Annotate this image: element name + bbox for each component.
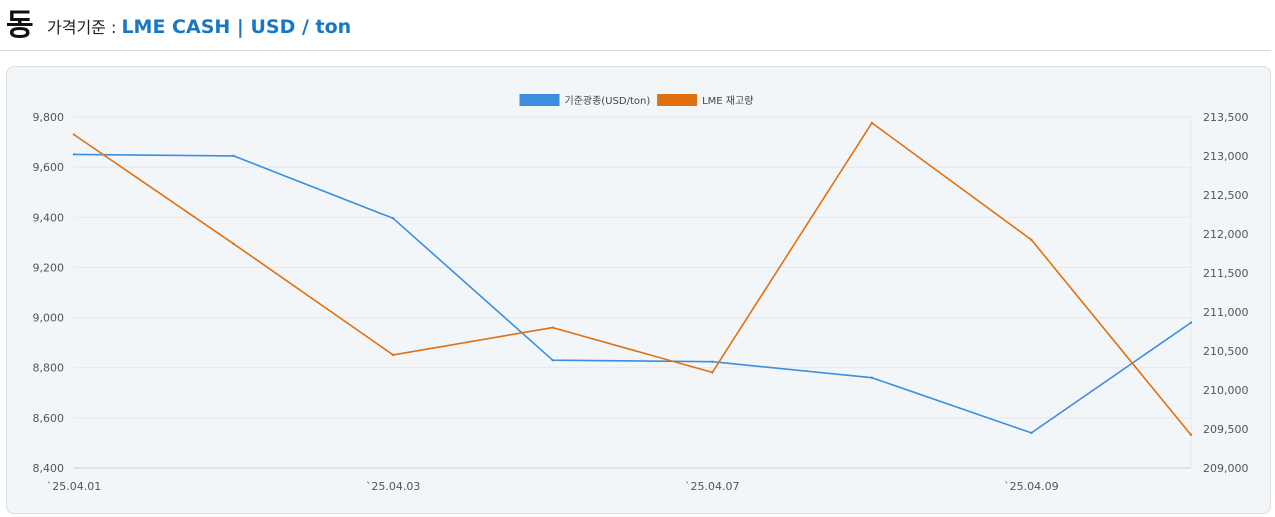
axes: 8,400 8,600 8,800 9,000 9,200 9,400 9,600 9,800… <box>33 111 1249 493</box>
y-left-tick-label: 8,400 <box>33 462 65 475</box>
y-right-tick-label: 212,500 <box>1203 189 1249 202</box>
y-left-tick-label: 9,000 <box>33 312 65 325</box>
legend-label[interactable]: 기준광종(USD/ton) <box>565 95 651 107</box>
data-point <box>232 154 235 158</box>
page-title: 동 <box>6 8 34 43</box>
y-right-tick-label: 209,500 <box>1203 423 1249 436</box>
y-right-tick-label: 209,000 <box>1203 462 1249 475</box>
y-left-tick-label: 9,600 <box>33 161 65 174</box>
data-point <box>1189 433 1193 437</box>
y-right-tick-label: 210,000 <box>1203 384 1249 397</box>
data-point <box>711 360 714 363</box>
y-right-tick-label: 210,500 <box>1203 345 1249 358</box>
y-right-tick-label: 211,500 <box>1203 267 1249 280</box>
data-point <box>232 242 235 245</box>
data-point <box>711 371 714 374</box>
y-right-tick-label: 213,000 <box>1203 150 1249 163</box>
legend-swatch[interactable] <box>657 94 698 106</box>
y-right-tick-label: 212,000 <box>1203 228 1249 241</box>
y-right-tick-label: 213,500 <box>1203 111 1249 124</box>
data-point <box>391 353 395 357</box>
y-left-tick-label: 8,600 <box>33 412 65 425</box>
x-tick-label: `25.04.03 <box>366 480 420 493</box>
data-point <box>870 121 874 125</box>
data-point <box>391 217 395 220</box>
y-left-tick-label: 8,800 <box>33 362 65 375</box>
x-tick-label: `25.04.01 <box>47 480 101 493</box>
y-left-tick-label: 9,400 <box>33 211 65 224</box>
legend-swatch[interactable] <box>519 94 560 106</box>
chart-panel: 8,400 8,600 8,800 9,000 9,200 9,400 9,600 9,800… <box>6 66 1271 514</box>
series-lines <box>72 121 1193 437</box>
y-left-tick-label: 9,200 <box>33 261 65 274</box>
price-basis-label: 가격기준 : <box>47 18 117 37</box>
dual-axis-line-chart: 8,400 8,600 8,800 9,000 9,200 9,400 9,600 9,800… <box>33 94 1249 493</box>
page-header: 동 가격기준 : LME CASH | USD / ton <box>0 0 1271 51</box>
data-point <box>870 376 874 379</box>
x-tick-label: `25.04.07 <box>685 480 739 493</box>
data-point <box>551 326 554 329</box>
legend-label[interactable]: LME 재고량 <box>702 95 753 107</box>
legend[interactable]: 기준광종(USD/ton) LME 재고량 <box>519 94 754 107</box>
y-left-tick-label: 9,800 <box>33 111 65 124</box>
price-basis-value: LME CASH | USD / ton <box>121 16 352 38</box>
data-point <box>72 133 76 136</box>
data-point <box>72 153 76 156</box>
series-line-0 <box>73 153 1192 434</box>
grid-lines <box>74 116 1191 469</box>
series-line-1 <box>73 122 1192 436</box>
y-right-tick-label: 211,000 <box>1203 306 1249 319</box>
x-tick-label: `25.04.09 <box>1004 480 1058 493</box>
data-point <box>1189 321 1193 324</box>
data-point <box>1030 238 1033 242</box>
data-point <box>1030 431 1033 435</box>
data-point <box>551 358 554 362</box>
price-basis-line: 가격기준 : LME CASH | USD / ton <box>47 14 351 38</box>
